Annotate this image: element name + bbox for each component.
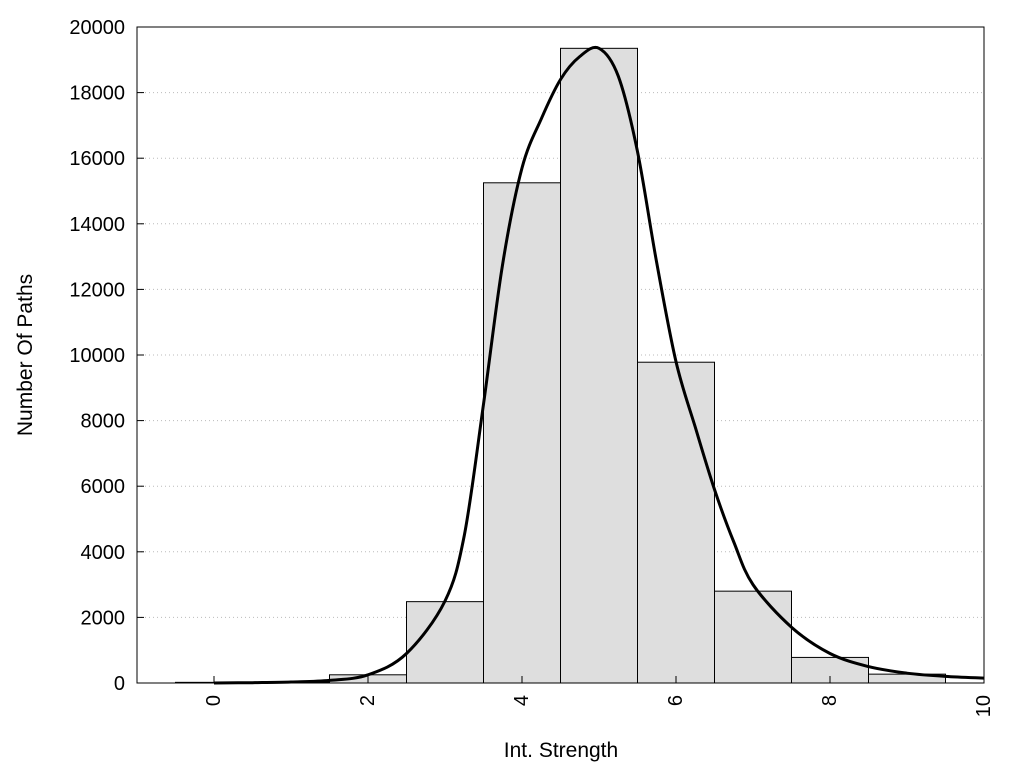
y-tick-label-10: 20000 <box>69 17 125 39</box>
histogram-bar-4 <box>483 182 561 684</box>
x-axis-label: Int. Strength <box>504 739 618 762</box>
histogram-bar-7 <box>714 590 792 684</box>
x-tick-label-0: 0 <box>203 695 225 706</box>
x-tick-label-5: 10 <box>973 695 995 717</box>
fit-curve <box>213 45 985 685</box>
x-tick-label-2: 4 <box>511 695 533 706</box>
y-tick-label-5: 10000 <box>69 345 125 367</box>
fit-curve-group <box>213 45 985 685</box>
x-tick-label-4: 8 <box>819 695 841 706</box>
histogram-bars <box>175 47 946 684</box>
histogram-bar-6 <box>637 361 715 684</box>
y-tick-label-4: 8000 <box>81 411 126 433</box>
x-tick-label-3: 6 <box>665 695 687 706</box>
y-tick-label-6: 12000 <box>69 279 125 301</box>
histogram-bar-5 <box>560 47 638 684</box>
histogram-bar-3 <box>406 601 484 684</box>
y-tick-label-3: 6000 <box>81 476 126 498</box>
y-tick-label-0: 0 <box>114 673 125 695</box>
tick-labels: 0 2000 4000 6000 8000 10000 12000 14000 16000 180… <box>69 17 995 717</box>
x-tick-label-1: 2 <box>357 695 379 706</box>
y-axis-label: Number Of Paths <box>14 274 37 436</box>
y-tick-label-9: 18000 <box>69 83 125 105</box>
y-tick-label-2: 4000 <box>81 542 126 564</box>
axes <box>136 26 985 684</box>
y-tick-label-7: 14000 <box>69 214 125 236</box>
y-tick-label-1: 2000 <box>81 607 126 629</box>
y-tick-label-8: 16000 <box>69 148 125 170</box>
